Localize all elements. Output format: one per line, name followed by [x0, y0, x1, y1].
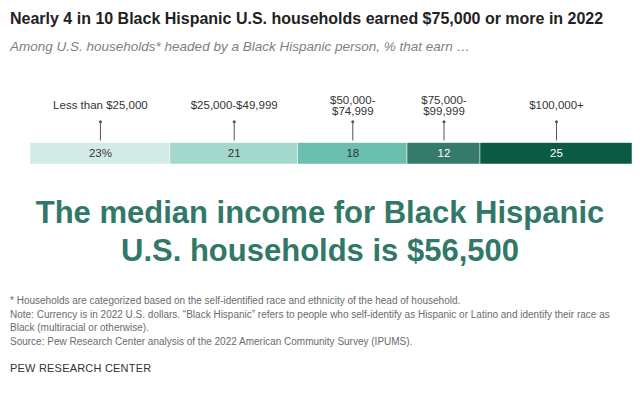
svg-text:$25,000-$49,999: $25,000-$49,999 [191, 99, 278, 111]
html-text:Source: Pew Research Center an: Source: Pew Research Center analysis of … [10, 336, 413, 347]
html-text:* Households are categorized b: * Households are categorized based on th… [10, 295, 461, 306]
html-text:Among U.S. households* headed: Among U.S. households* headed by a Black… [10, 39, 470, 54]
svg-text:18: 18 [346, 147, 359, 159]
svg-text:12: 12 [438, 147, 451, 159]
svg-text:$50,000-$74,999: $50,000-$74,999 [330, 94, 376, 118]
svg-text:Less than $25,000: Less than $25,000 [53, 99, 148, 111]
html-text:PEW RESEARCH CENTER: PEW RESEARCH CENTER [10, 362, 152, 374]
svg-text:23%: 23% [89, 147, 112, 159]
svg-text:$75,000-$99,999: $75,000-$99,999 [421, 94, 467, 118]
html-text:Nearly 4 in 10 Black Hispanic: Nearly 4 in 10 Black Hispanic U.S. house… [10, 10, 604, 27]
svg-text:25: 25 [550, 147, 563, 159]
html-text:The median income for Black Hi: The median income for Black Hispanic U.S… [35, 195, 605, 268]
html-text:Note: Currency is in 2022 U.S.: Note: Currency is in 2022 U.S. dollars. … [10, 309, 610, 333]
svg-text:21: 21 [228, 147, 241, 159]
svg-text:$100,000+: $100,000+ [529, 99, 584, 111]
